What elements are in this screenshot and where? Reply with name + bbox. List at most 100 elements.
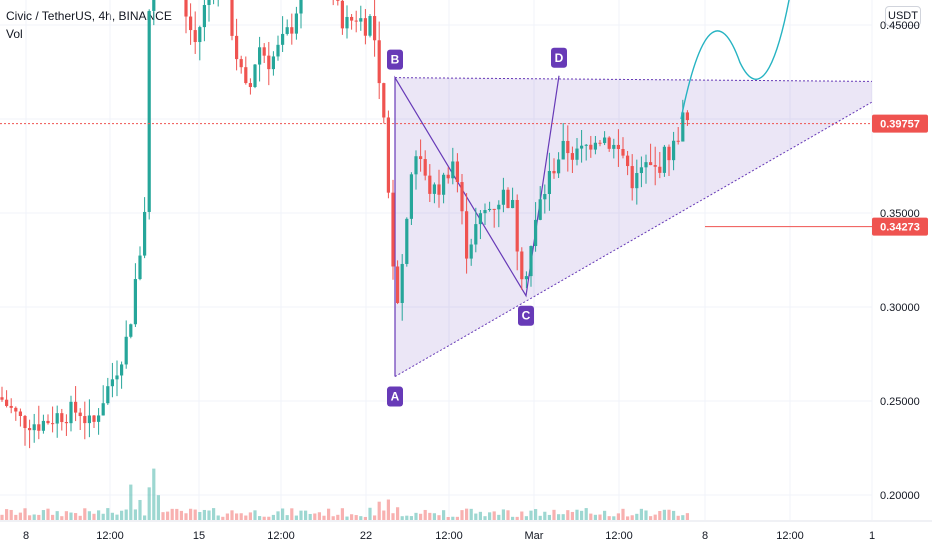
volume-bar: [262, 516, 266, 520]
volume-bar: [382, 510, 386, 520]
volume-bar: [649, 516, 653, 520]
candle-body: [143, 211, 147, 256]
volume-bar: [621, 508, 625, 520]
candle-body: [488, 208, 492, 211]
currency-button[interactable]: USDT: [885, 6, 921, 26]
abcd-pattern: A B C D: [387, 47, 873, 407]
pattern-point-a-badge: [387, 386, 403, 407]
volume-bar: [520, 511, 524, 520]
candle-body: [653, 165, 657, 167]
candle-body: [446, 174, 450, 179]
candle-body: [115, 375, 119, 380]
candle-body: [202, 5, 206, 28]
candle-body: [235, 35, 239, 60]
candle-body: [437, 184, 441, 195]
volume-bar: [299, 510, 303, 520]
candle-body: [589, 144, 593, 150]
volume-bar: [32, 514, 36, 520]
volume-bar: [23, 508, 27, 520]
volume-bar: [327, 508, 331, 520]
candle-body: [248, 83, 252, 88]
volume-bar: [87, 511, 91, 520]
candle-body: [639, 167, 643, 174]
candle-body: [373, 16, 377, 41]
candle-body: [51, 423, 55, 425]
volume-bar: [317, 512, 321, 520]
x-tick-label: 8: [23, 530, 29, 542]
candle-body: [46, 420, 50, 424]
volume-bar: [644, 510, 648, 520]
volume-bar: [593, 514, 597, 520]
volume-bar: [405, 515, 409, 520]
volume-bar: [543, 511, 547, 520]
volume-bar: [547, 514, 551, 520]
candle-body: [474, 224, 478, 245]
x-tick-label: 12:00: [96, 530, 124, 542]
volume-bar: [524, 516, 528, 520]
candle-body: [5, 399, 9, 406]
volume-bar: [580, 510, 584, 520]
candle-body: [60, 413, 64, 423]
candle-body: [681, 112, 685, 142]
volume-bar: [681, 515, 685, 520]
y-tick-label: 0.30000: [880, 302, 920, 314]
volume-bar: [465, 508, 469, 520]
volume-bar: [313, 513, 317, 520]
candle-body: [478, 213, 482, 225]
volume-bar: [106, 508, 110, 520]
candle-body: [649, 162, 653, 166]
candle-body: [575, 148, 579, 160]
volume-bar: [685, 513, 689, 520]
volume-bar: [5, 509, 9, 520]
candle-body: [414, 156, 418, 175]
volume-bar: [626, 516, 630, 520]
candle-body: [64, 422, 68, 424]
candle-body: [667, 146, 671, 161]
candle-body: [566, 140, 570, 154]
volume-bar: [41, 510, 45, 520]
volume-bar: [658, 511, 662, 520]
volume-bar: [101, 513, 105, 520]
candle-body: [281, 33, 285, 45]
candle-body: [672, 140, 676, 161]
volume-bar: [235, 513, 239, 520]
candle-body: [501, 189, 505, 205]
x-tick-label: 8: [702, 530, 708, 542]
volume-bar: [253, 510, 257, 520]
candle-body: [584, 144, 588, 146]
volume-bar: [534, 509, 538, 520]
x-tick-label: 1: [869, 530, 875, 542]
volume-bar: [258, 516, 262, 520]
volume-bar: [285, 515, 289, 520]
volume-bar: [630, 515, 634, 520]
volume-bar: [51, 514, 55, 520]
x-tick-label: 22: [360, 530, 372, 542]
volume-bar: [184, 513, 188, 520]
candle-body: [363, 18, 367, 36]
candle-body: [285, 27, 289, 34]
candle-body: [354, 20, 358, 22]
candle-body: [377, 40, 381, 84]
candle-body: [14, 407, 18, 412]
candle-body: [106, 386, 110, 404]
candle-body: [92, 415, 96, 422]
volume-bar: [166, 511, 170, 520]
volume-bar: [589, 513, 593, 520]
candle-body: [258, 47, 262, 65]
triangle-fill: [395, 77, 872, 377]
volume-bar: [133, 509, 137, 520]
candle-body: [511, 199, 515, 209]
pattern-point-a: A: [391, 390, 400, 404]
candle-body: [230, 0, 234, 36]
candle-body: [626, 155, 630, 167]
volume-bar: [74, 513, 78, 520]
candle-body: [607, 137, 611, 149]
candle-body: [635, 173, 639, 189]
pattern-point-d: D: [555, 51, 564, 65]
candle-body: [603, 137, 607, 144]
volume-bar: [248, 512, 252, 520]
candle-body: [147, 10, 151, 212]
volume-bar: [189, 508, 193, 520]
volume-bar: [115, 514, 119, 520]
